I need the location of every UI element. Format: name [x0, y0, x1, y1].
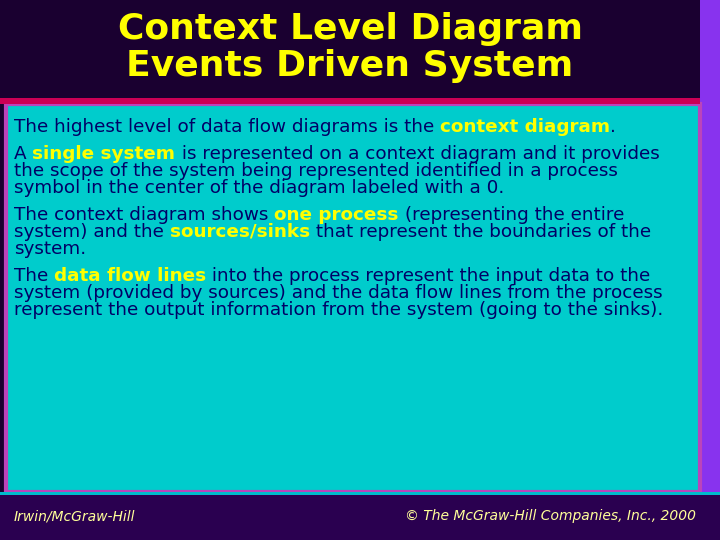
Bar	[6, 104, 700, 492]
Text: symbol in the center of the diagram labeled with a 0.: symbol in the center of the diagram labe…	[14, 179, 504, 197]
Text: is represented on a context diagram and it provides: is represented on a context diagram and …	[176, 145, 660, 163]
Bar	[0, 98, 700, 104]
Text: system (provided by sources) and the data flow lines from the process: system (provided by sources) and the dat…	[14, 284, 662, 302]
Text: A: A	[14, 145, 32, 163]
Text: sources/sinks: sources/sinks	[170, 223, 310, 241]
Text: © The McGraw-Hill Companies, Inc., 2000: © The McGraw-Hill Companies, Inc., 2000	[405, 509, 696, 523]
Text: Irwin/McGraw-Hill: Irwin/McGraw-Hill	[14, 509, 135, 523]
Text: that represent the boundaries of the: that represent the boundaries of the	[310, 223, 651, 241]
Text: single system: single system	[32, 145, 176, 163]
Text: data flow lines: data flow lines	[54, 267, 206, 285]
Text: one process: one process	[274, 206, 399, 224]
Text: Events Driven System: Events Driven System	[127, 49, 574, 83]
Text: The highest level of data flow diagrams is the: The highest level of data flow diagrams …	[14, 118, 440, 136]
Text: into the process represent the input data to the: into the process represent the input dat…	[206, 267, 650, 285]
Text: The: The	[14, 267, 54, 285]
Bar	[0, 492, 720, 495]
Text: the scope of the system being represented identified in a process: the scope of the system being represente…	[14, 162, 618, 180]
Text: system) and the: system) and the	[14, 223, 170, 241]
Text: Context Level Diagram: Context Level Diagram	[117, 12, 582, 46]
Bar	[700, 0, 720, 540]
Text: .: .	[611, 118, 616, 136]
Text: context diagram: context diagram	[440, 118, 611, 136]
Text: system.: system.	[14, 240, 86, 258]
Text: (representing the entire: (representing the entire	[399, 206, 624, 224]
Text: represent the output information from the system (going to the sinks).: represent the output information from th…	[14, 301, 663, 319]
Bar	[0, 492, 720, 540]
Text: The context diagram shows: The context diagram shows	[14, 206, 274, 224]
